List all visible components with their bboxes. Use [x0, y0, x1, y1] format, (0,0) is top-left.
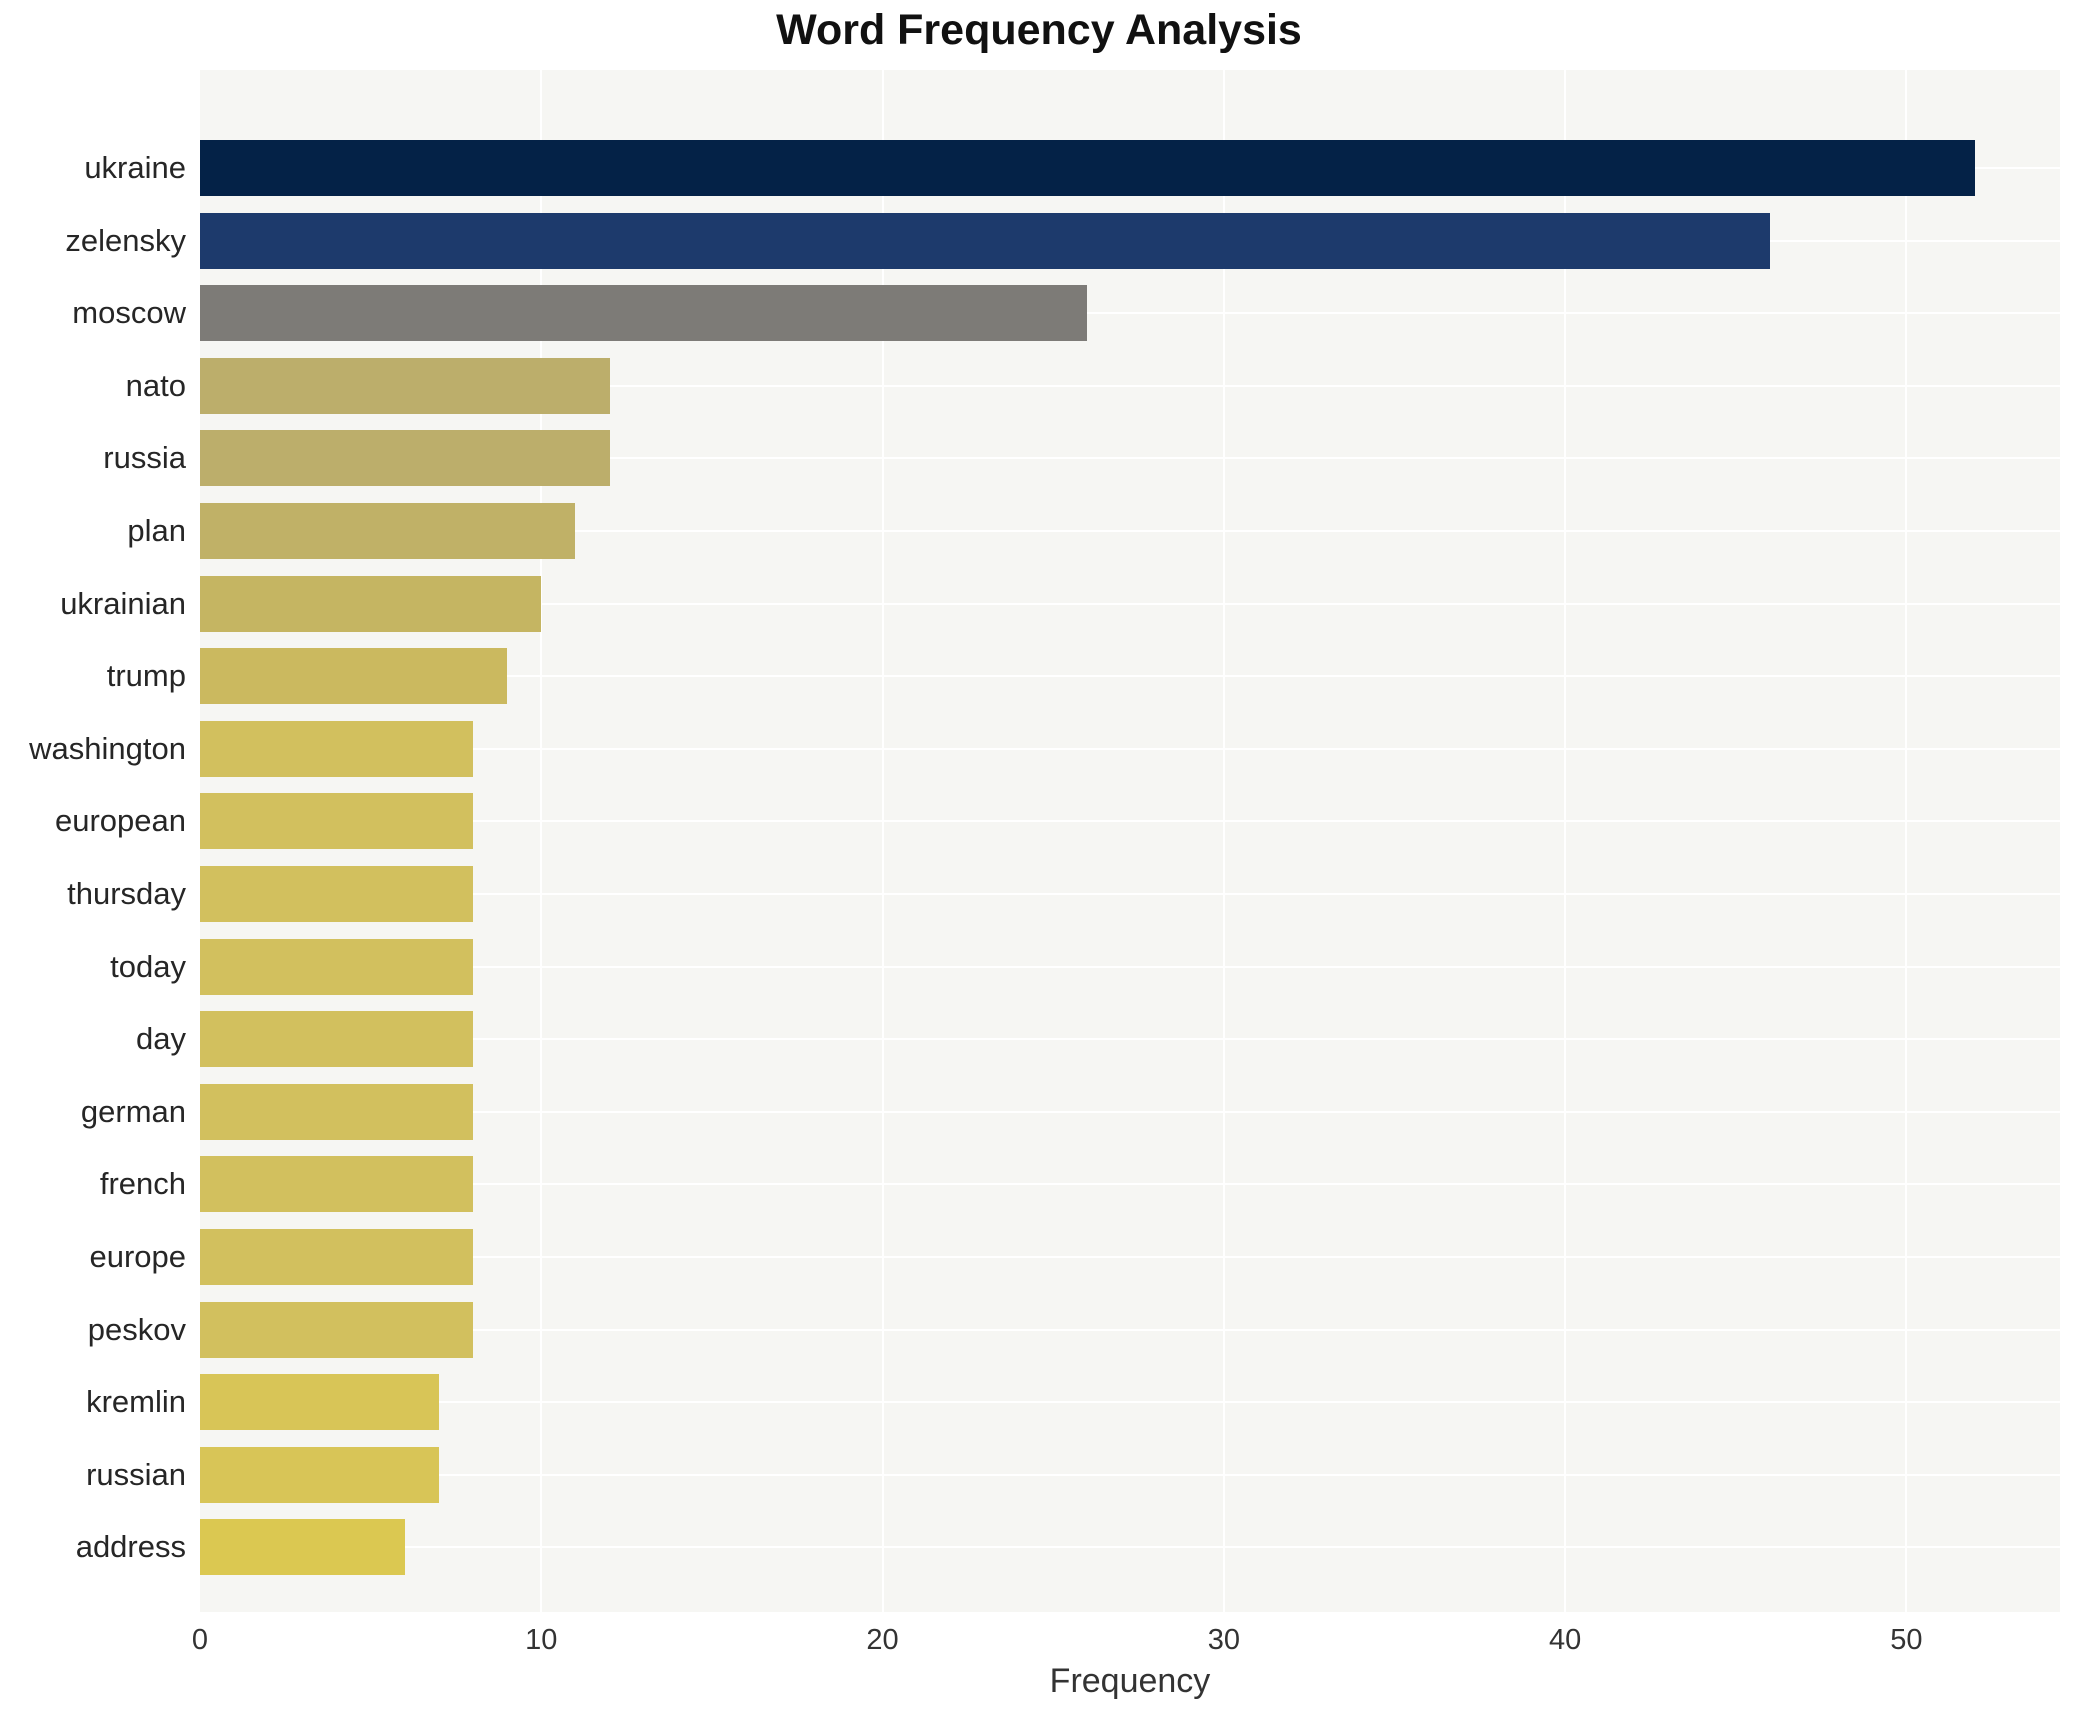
y-gridline-peskov	[200, 1328, 2060, 1331]
bar-russia	[200, 430, 610, 487]
plot-area	[200, 70, 2060, 1612]
y-tick-label-thursday: thursday	[67, 876, 186, 911]
y-gridline-day	[200, 1038, 2060, 1041]
y-tick-label-russia: russia	[103, 440, 186, 476]
x-gridline-40	[1564, 70, 1567, 1612]
y-tick-label-day: day	[136, 1021, 186, 1057]
y-gridline-french	[200, 1183, 2060, 1186]
bar-europe	[200, 1229, 474, 1285]
y-tick-label-european: european	[54, 803, 186, 839]
x-gridline-50	[1905, 70, 1908, 1612]
bar-peskov	[200, 1301, 474, 1358]
y-axis-labels: ukraine zelensky moscow nato russia plan ukrai…	[0, 70, 186, 1612]
y-gridline-washington	[200, 747, 2060, 750]
x-tick-label-10: 10	[525, 1624, 558, 1656]
x-tick-label-30: 30	[1207, 1624, 1240, 1656]
chart-title: Word Frequency Analysis	[776, 6, 1302, 54]
y-tick-label-russian: russian	[86, 1456, 186, 1492]
bar-ukrainian	[200, 575, 542, 632]
y-tick-label-moscow: moscow	[72, 295, 186, 331]
y-tick-label-ukrainian: ukrainian	[60, 585, 186, 621]
y-gridline-moscow	[200, 312, 2060, 315]
y-tick-label-german: german	[80, 1093, 186, 1129]
y-gridline-european	[200, 820, 2060, 823]
x-tick-label-50: 50	[1890, 1624, 1923, 1656]
bar-nato	[200, 357, 610, 414]
x-gridline-10	[540, 70, 543, 1612]
bar-zelensky	[200, 212, 1770, 269]
y-tick-label-address: address	[75, 1529, 186, 1565]
x-tick-label-0: 0	[191, 1624, 209, 1656]
x-gridline-30	[1222, 70, 1225, 1612]
y-tick-label-washington: washington	[29, 730, 186, 766]
y-tick-label-zelensky: zelensky	[65, 222, 186, 258]
bar-kremlin	[200, 1374, 439, 1431]
y-tick-label-kremlin: kremlin	[86, 1384, 186, 1420]
bar-washington	[200, 720, 474, 777]
y-tick-label-french: french	[99, 1166, 186, 1202]
y-gridline-russia	[200, 457, 2060, 460]
y-gridline-german	[200, 1110, 2060, 1113]
x-axis-title: Frequency	[1049, 1662, 1211, 1700]
y-gridline-kremlin	[200, 1401, 2060, 1404]
y-tick-label-today: today	[110, 948, 186, 984]
bar-address	[200, 1519, 405, 1576]
y-gridline-nato	[200, 384, 2060, 387]
y-gridline-europe	[200, 1256, 2060, 1258]
bar-french	[200, 1156, 474, 1213]
bar-german	[200, 1083, 474, 1140]
x-tick-label-40: 40	[1548, 1624, 1582, 1656]
y-tick-label-peskov: peskov	[87, 1311, 186, 1347]
bar-moscow	[200, 285, 1088, 342]
bar-plan	[200, 503, 576, 559]
y-tick-label-plan: plan	[127, 513, 186, 548]
x-gridline-20	[881, 70, 884, 1612]
y-gridline-address	[200, 1546, 2060, 1549]
y-tick-label-ukraine: ukraine	[84, 150, 186, 185]
y-gridline-today	[200, 965, 2060, 968]
bar-ukraine	[200, 140, 1975, 196]
bar-day	[200, 1011, 474, 1068]
y-tick-label-trump: trump	[106, 658, 186, 694]
bar-trump	[200, 648, 508, 705]
y-tick-label-europe: europe	[89, 1239, 186, 1274]
bar-today	[200, 938, 474, 995]
y-gridline-thursday	[200, 893, 2060, 895]
bar-european	[200, 793, 474, 850]
y-gridline-plan	[200, 530, 2060, 532]
y-tick-label-nato: nato	[125, 367, 186, 403]
y-gridline-ukrainian	[200, 602, 2060, 605]
x-tick-label-20: 20	[866, 1624, 899, 1656]
y-gridline-trump	[200, 675, 2060, 678]
bar-russian	[200, 1446, 439, 1503]
bar-thursday	[200, 866, 474, 922]
y-gridline-russian	[200, 1473, 2060, 1476]
